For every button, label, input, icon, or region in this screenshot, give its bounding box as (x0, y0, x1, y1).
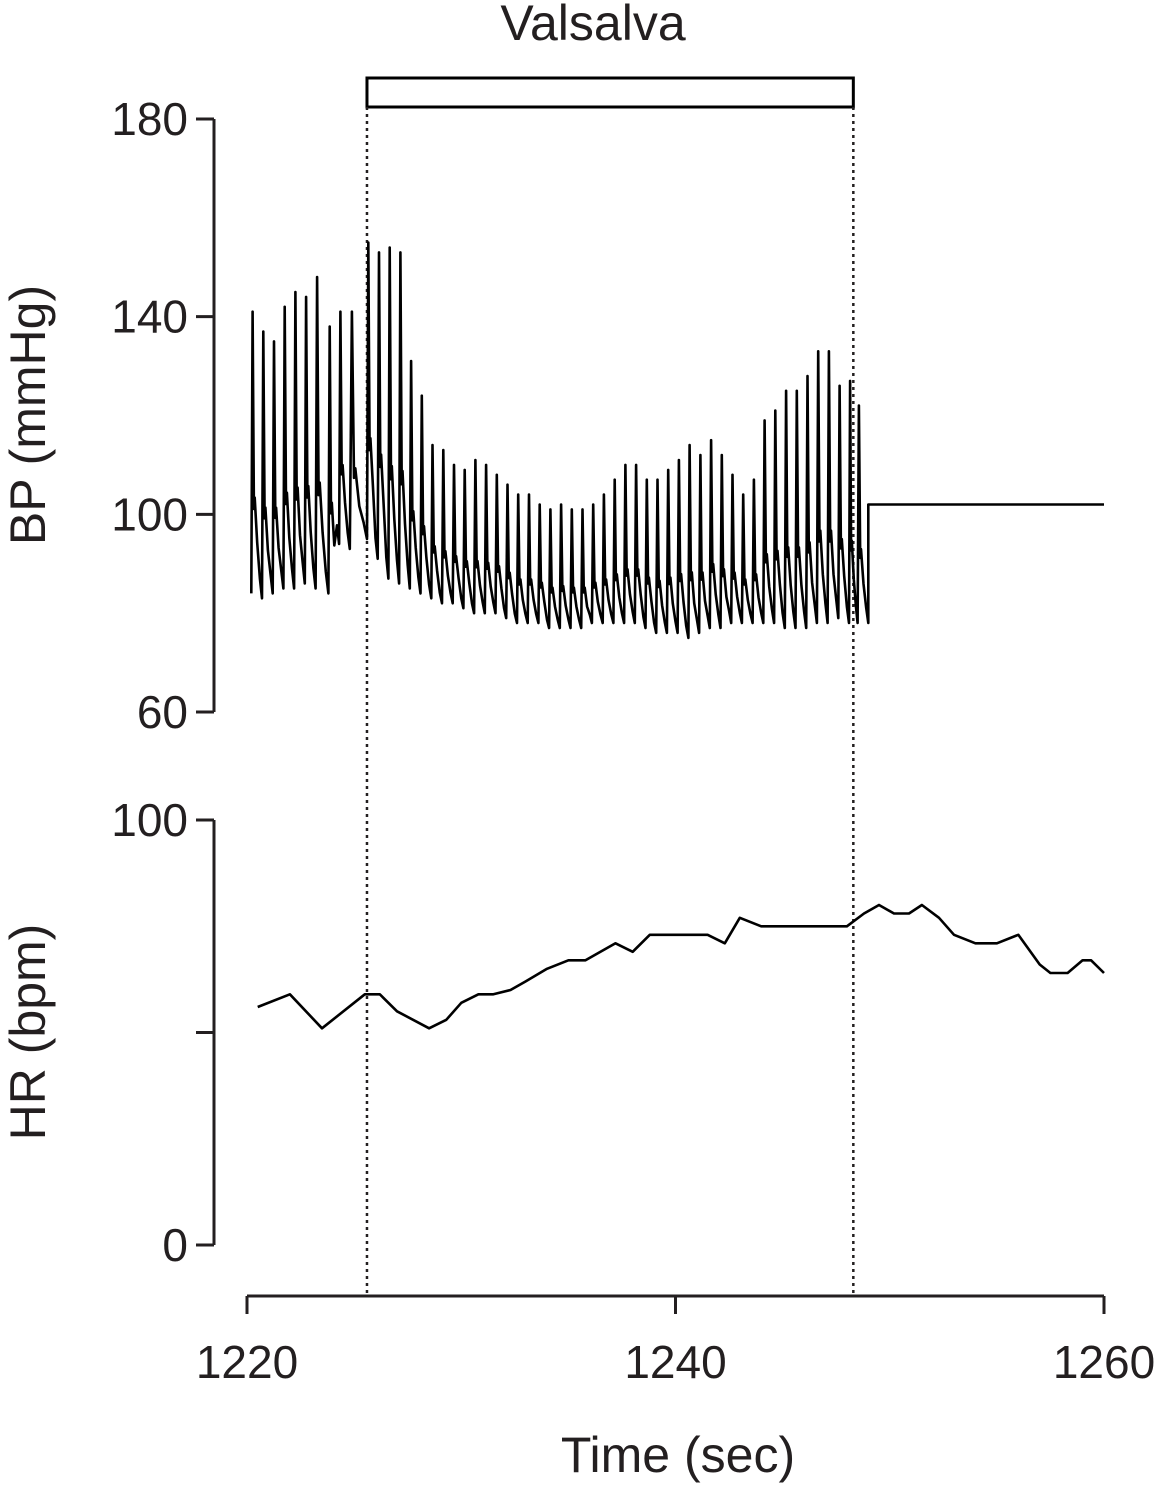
valsalva-label: Valsalva (500, 0, 685, 51)
bp-y-ticks: 60 100 140 180 (111, 93, 214, 738)
time-axis-ticks: 1220 1240 1260 (196, 1296, 1155, 1388)
valsalva-bar (365, 76, 855, 109)
hr-y-tick-label: 100 (111, 794, 188, 846)
hr-y-ticks: 0 100 (111, 794, 214, 1271)
time-axis-tick-label: 1260 (1053, 1336, 1155, 1388)
hr-panel: 0 100 HR (bpm) (0, 794, 1105, 1271)
time-axis: 1220 1240 1260 Time (sec) (196, 1294, 1155, 1483)
hr-y-tick-label: 0 (162, 1219, 188, 1271)
time-axis-tick-label: 1240 (624, 1336, 726, 1388)
bp-y-tick-label: 100 (111, 488, 188, 540)
bp-y-tick-label: 60 (137, 686, 188, 738)
bp-y-axis-title: BP (mmHg) (0, 285, 56, 545)
bp-panel: 60 100 140 180 BP (mmHg) (0, 93, 1104, 738)
hr-trace (257, 903, 1105, 1030)
time-axis-tick-label: 1220 (196, 1336, 298, 1388)
hr-y-axis-title: HR (bpm) (0, 924, 56, 1141)
bp-y-tick-label: 140 (111, 291, 188, 343)
time-axis-title: Time (sec) (561, 1427, 795, 1483)
bp-y-tick-label: 180 (111, 93, 188, 145)
bp-trace (250, 241, 1104, 640)
